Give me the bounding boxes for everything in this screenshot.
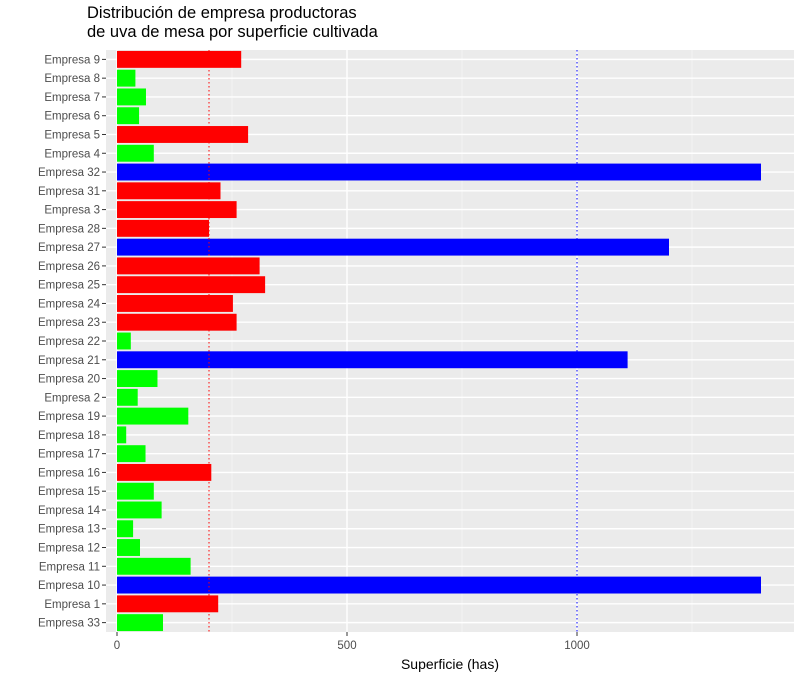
bar-empresa-33 bbox=[117, 614, 163, 632]
bar-empresa-8 bbox=[117, 69, 136, 87]
y-tick-label: Empresa 20 bbox=[38, 374, 100, 386]
y-tick-label: Empresa 31 bbox=[38, 186, 100, 198]
bar-empresa-13 bbox=[117, 520, 134, 538]
bar-empresa-7 bbox=[117, 88, 146, 106]
bar-empresa-15 bbox=[117, 482, 154, 500]
y-tick-label: Empresa 26 bbox=[38, 261, 100, 273]
y-tick-label: Empresa 13 bbox=[38, 524, 100, 536]
y-tick-label: Empresa 4 bbox=[44, 148, 100, 160]
y-tick-label: Empresa 25 bbox=[38, 280, 100, 292]
bar-empresa-14 bbox=[117, 501, 162, 519]
y-tick-label: Empresa 12 bbox=[38, 543, 100, 555]
bar-empresa-28 bbox=[117, 219, 209, 237]
chart-title-line-1: Distribución de empresa productoras bbox=[87, 4, 357, 22]
y-tick-label: Empresa 15 bbox=[38, 486, 100, 498]
y-tick-label: Empresa 19 bbox=[38, 411, 100, 423]
chart-title-line-2: de uva de mesa por superficie cultivada bbox=[87, 23, 378, 41]
y-tick-label: Empresa 7 bbox=[44, 92, 100, 104]
bar-empresa-26 bbox=[117, 257, 260, 275]
y-tick-label: Empresa 11 bbox=[39, 561, 100, 573]
bar-empresa-11 bbox=[117, 557, 191, 575]
bar-empresa-9 bbox=[117, 50, 242, 68]
bar-empresa-2 bbox=[117, 388, 138, 406]
y-tick-label: Empresa 3 bbox=[44, 205, 100, 217]
bar-empresa-20 bbox=[117, 370, 158, 387]
bar-empresa-3 bbox=[117, 201, 237, 219]
bar-empresa-21 bbox=[117, 351, 628, 369]
x-axis-label: Superficie (has) bbox=[401, 656, 499, 672]
bar-empresa-12 bbox=[117, 539, 140, 556]
bar-empresa-22 bbox=[117, 332, 131, 350]
y-tick-label: Empresa 1 bbox=[44, 599, 100, 611]
x-tick-label: 0 bbox=[114, 640, 120, 652]
x-tick-label: 500 bbox=[337, 640, 356, 652]
y-tick-label: Empresa 24 bbox=[38, 298, 101, 310]
bar-empresa-24 bbox=[117, 295, 233, 312]
y-tick-label: Empresa 10 bbox=[38, 580, 100, 592]
bar-empresa-17 bbox=[117, 445, 146, 463]
bar-empresa-23 bbox=[117, 313, 237, 331]
y-tick-label: Empresa 2 bbox=[44, 392, 100, 404]
bar-empresa-32 bbox=[117, 163, 761, 181]
y-tick-label: Empresa 27 bbox=[38, 242, 100, 254]
y-tick-label: Empresa 33 bbox=[38, 618, 100, 630]
y-tick-label: Empresa 14 bbox=[38, 505, 101, 517]
y-tick-label: Empresa 6 bbox=[44, 111, 100, 123]
y-tick-label: Empresa 18 bbox=[38, 430, 100, 442]
bar-empresa-1 bbox=[117, 595, 219, 613]
bar-empresa-5 bbox=[117, 126, 249, 143]
y-tick-label: Empresa 5 bbox=[44, 129, 100, 141]
y-tick-label: Empresa 32 bbox=[38, 167, 100, 179]
y-tick-label: Empresa 22 bbox=[38, 336, 100, 348]
y-tick-label: Empresa 8 bbox=[44, 73, 100, 85]
bar-empresa-19 bbox=[117, 407, 189, 425]
x-tick-label: 1000 bbox=[564, 640, 590, 652]
y-tick-label: Empresa 28 bbox=[38, 223, 100, 235]
bar-empresa-4 bbox=[117, 144, 154, 162]
bar-empresa-25 bbox=[117, 276, 266, 294]
y-tick-label: Empresa 16 bbox=[38, 467, 100, 479]
y-tick-label: Empresa 23 bbox=[38, 317, 100, 329]
bar-empresa-6 bbox=[117, 107, 140, 125]
y-tick-label: Empresa 21 bbox=[38, 355, 100, 367]
bar-empresa-18 bbox=[117, 426, 127, 444]
bar-empresa-16 bbox=[117, 463, 212, 481]
bar-empresa-10 bbox=[117, 576, 761, 594]
bar-empresa-31 bbox=[117, 182, 221, 200]
y-tick-label: Empresa 9 bbox=[44, 54, 100, 66]
y-tick-label: Empresa 17 bbox=[38, 449, 100, 461]
bar-empresa-27 bbox=[117, 238, 669, 256]
